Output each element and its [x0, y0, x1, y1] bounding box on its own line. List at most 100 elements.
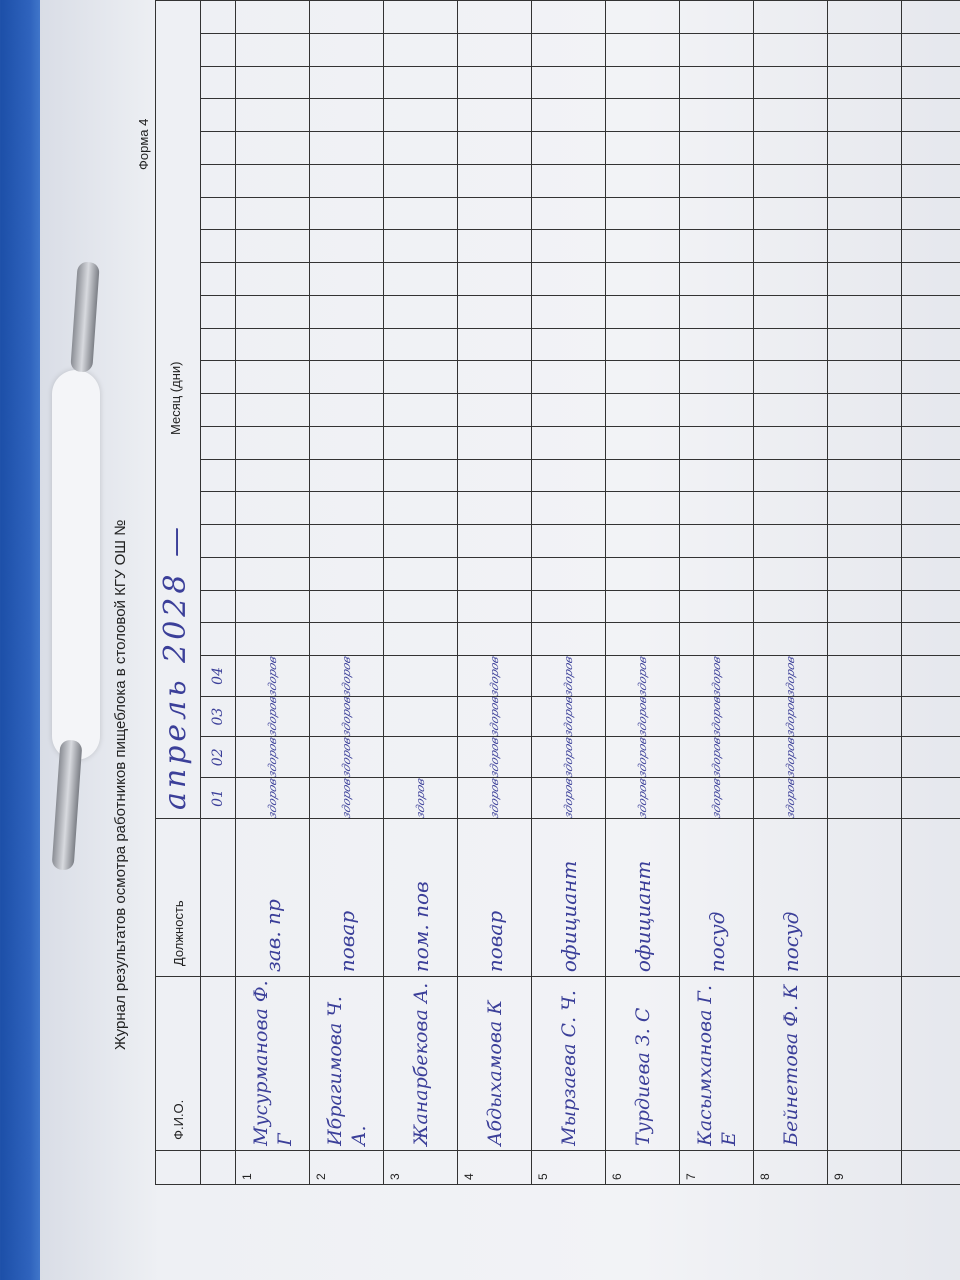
day-cell [235, 66, 310, 99]
row-number: 8 [753, 1150, 828, 1185]
day-cell [383, 98, 458, 132]
day-cell [827, 777, 902, 819]
day-cell [309, 524, 384, 558]
day-cell [235, 0, 310, 34]
day-cell: здоров [235, 736, 310, 778]
day-cell [679, 197, 754, 230]
day-cell [383, 426, 458, 460]
day-cell [827, 557, 902, 591]
day-cell [827, 229, 902, 263]
day-cell: здоров [531, 777, 606, 819]
day-cell [901, 622, 960, 656]
day-cell [531, 131, 606, 165]
health-mark: здоров [414, 777, 427, 819]
day-cell [235, 459, 310, 492]
day-cell [827, 197, 902, 230]
fio-cell: Касымханова Г. Е [679, 976, 754, 1151]
day-cell [901, 426, 960, 460]
day-header [200, 131, 236, 165]
day-cell [901, 164, 960, 198]
day-cell: здоров [235, 696, 310, 737]
day-cell [605, 66, 680, 99]
day-cell [827, 33, 902, 67]
day-cell [309, 197, 384, 230]
health-mark: здоров [340, 655, 353, 697]
health-mark: здоров [710, 777, 723, 819]
row-number: 3 [383, 1150, 458, 1185]
day-cell [383, 164, 458, 198]
journal-title: Журнал результатов осмотра работников пи… [112, 519, 129, 1050]
day-cell [531, 197, 606, 230]
fio-cell [901, 976, 960, 1151]
day-cell [901, 262, 960, 296]
day-cell [901, 328, 960, 361]
position-cell: пом. пов [383, 818, 458, 977]
day-cell [531, 393, 606, 427]
day-cell [457, 557, 532, 591]
day-cell [531, 459, 606, 492]
day-cell [531, 328, 606, 361]
day-cell [235, 524, 310, 558]
day-cell [901, 33, 960, 67]
day-cell [827, 262, 902, 296]
day-cell [679, 622, 754, 656]
day-cell [309, 557, 384, 591]
fio-cell: Мусурманова Ф. Г [235, 976, 310, 1151]
day-cell [309, 33, 384, 67]
day-header [200, 622, 236, 656]
day-header [200, 0, 236, 34]
day-cell [605, 98, 680, 132]
day-cell [901, 590, 960, 623]
fio-cell: Турдиева З. С [605, 976, 680, 1151]
day-cell [309, 295, 384, 329]
day-header [200, 33, 236, 67]
health-mark: здоров [710, 655, 723, 697]
day-cell [605, 0, 680, 34]
day-cell [531, 66, 606, 99]
day-cell [827, 131, 902, 165]
day-cell [605, 590, 680, 623]
day-cell: здоров [309, 736, 384, 778]
day-cell [309, 262, 384, 296]
day-cell [383, 229, 458, 263]
paper-sheet [40, 0, 960, 1280]
day-cell [679, 33, 754, 67]
row-number: 9 [827, 1150, 902, 1185]
day-cell [383, 328, 458, 361]
day-cell [901, 66, 960, 99]
day-cell: здоров [309, 777, 384, 819]
fio-cell: Жанарбекова А. [383, 976, 458, 1151]
header-fio: Ф.И.О. [155, 976, 201, 1151]
day-cell [235, 98, 310, 132]
health-mark: здоров [266, 777, 279, 819]
day-header [200, 557, 236, 591]
day-cell: здоров [531, 655, 606, 697]
day-cell [531, 524, 606, 558]
health-mark: здоров [488, 655, 501, 697]
day-cell [531, 164, 606, 198]
day-cell [235, 262, 310, 296]
day-cell [309, 66, 384, 99]
day-cell [605, 622, 680, 656]
day-cell [679, 360, 754, 394]
day-cell [827, 66, 902, 99]
health-mark: здоров [340, 777, 353, 819]
day-cell [309, 360, 384, 394]
day-cell [901, 491, 960, 525]
fio-cell: Ибрагимова Ч. А. [309, 976, 384, 1151]
day-cell [679, 524, 754, 558]
day-cell [235, 33, 310, 67]
day-cell [383, 33, 458, 67]
health-mark: здоров [710, 696, 723, 737]
day-cell [383, 197, 458, 230]
day-cell: здоров [605, 736, 680, 778]
day-cell [605, 262, 680, 296]
day-cell [235, 491, 310, 525]
position-cell: посуд [679, 818, 754, 977]
position-cell: зав. пр [235, 818, 310, 977]
day-cell [753, 590, 828, 623]
day-cell [679, 262, 754, 296]
day-cell [383, 393, 458, 427]
day-cell [531, 33, 606, 67]
